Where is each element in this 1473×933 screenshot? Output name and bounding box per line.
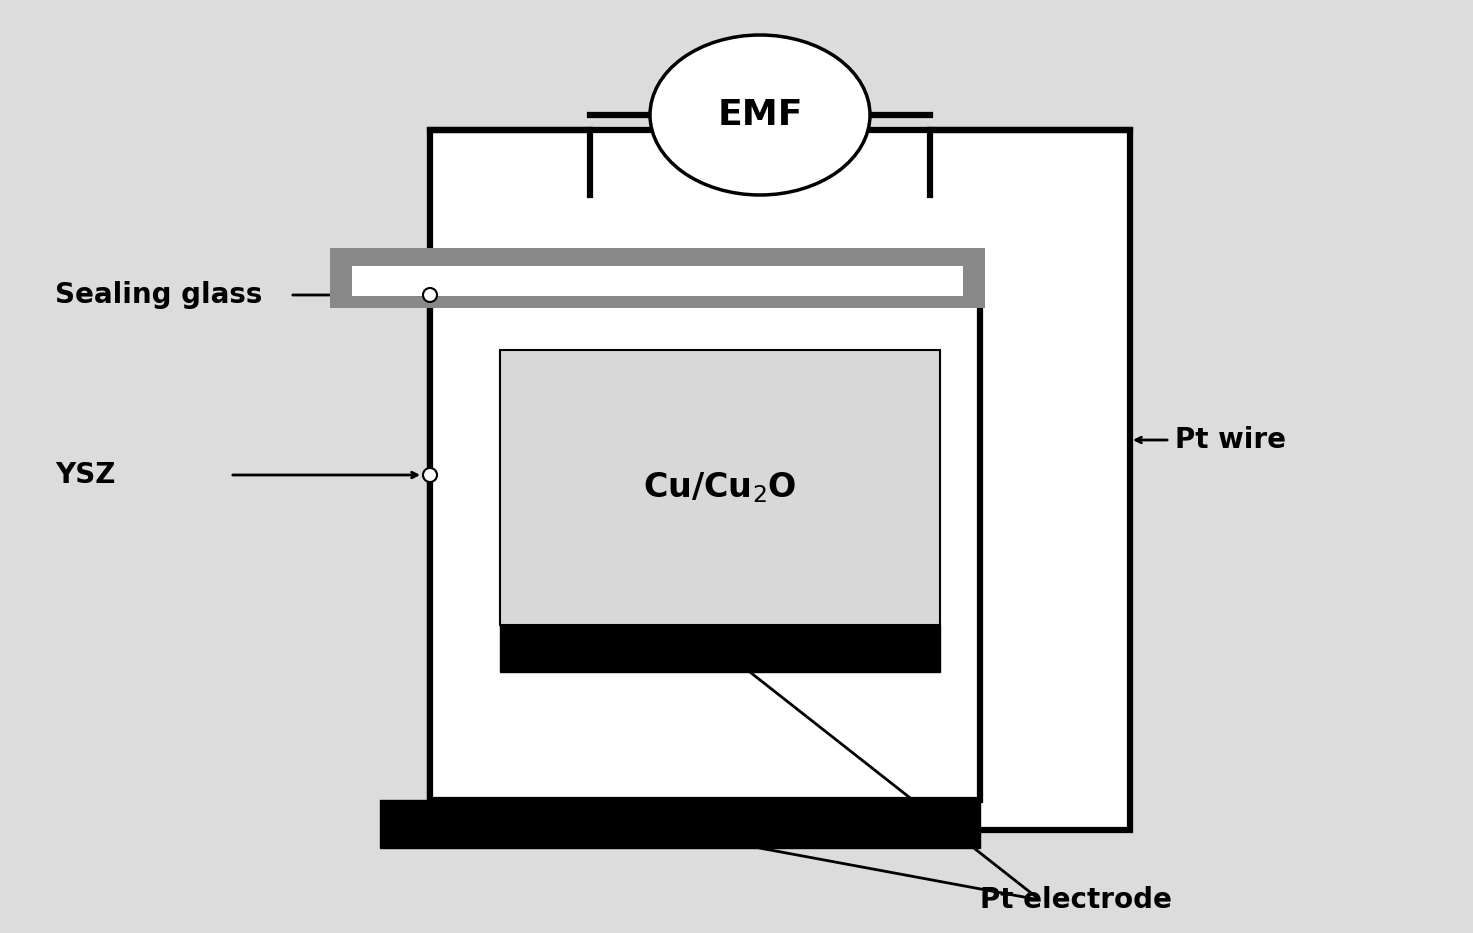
Bar bbox=[380, 800, 980, 848]
Text: Pt wire: Pt wire bbox=[1175, 426, 1286, 454]
Bar bbox=[430, 265, 980, 800]
Text: Sealing glass: Sealing glass bbox=[55, 281, 262, 309]
Bar bbox=[352, 266, 963, 296]
Circle shape bbox=[423, 288, 437, 302]
Text: EMF: EMF bbox=[717, 98, 803, 132]
Circle shape bbox=[423, 468, 437, 482]
Bar bbox=[499, 350, 940, 625]
Text: Pt electrode: Pt electrode bbox=[980, 886, 1173, 914]
Bar bbox=[499, 625, 940, 672]
Text: Cu/Cu$_2$O: Cu/Cu$_2$O bbox=[644, 470, 797, 505]
Bar bbox=[430, 130, 1130, 830]
Ellipse shape bbox=[650, 35, 871, 195]
Bar bbox=[330, 248, 985, 308]
Text: YSZ: YSZ bbox=[55, 461, 115, 489]
